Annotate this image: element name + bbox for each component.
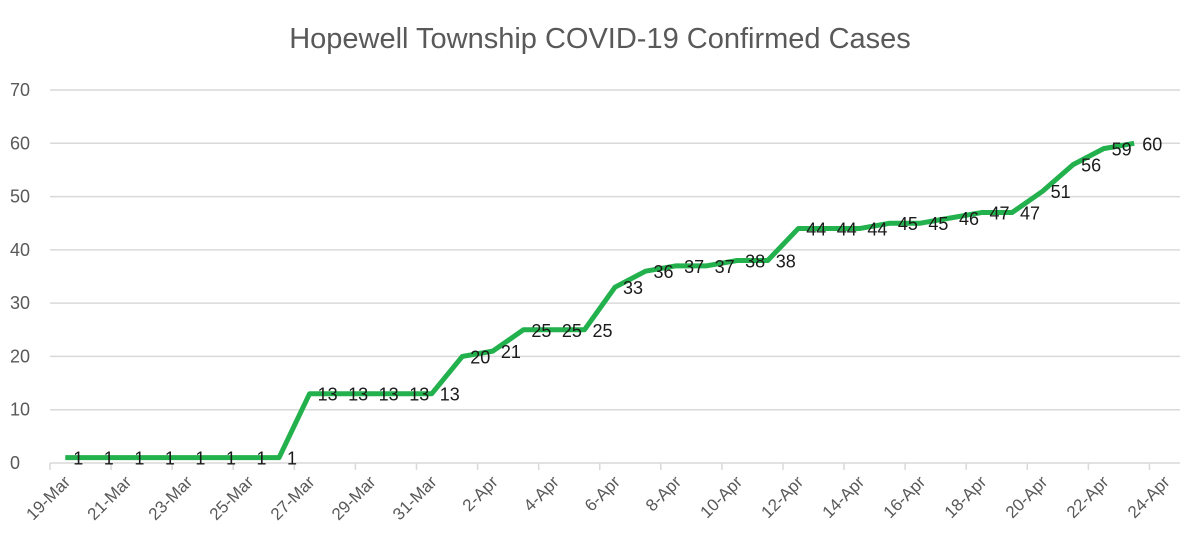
- y-axis: 0 10 20 30 40 50 60 70: [10, 80, 30, 473]
- gridlines: [50, 89, 1180, 464]
- data-label: 37: [684, 257, 704, 277]
- data-label: 44: [806, 220, 826, 240]
- x-tick-label: 21-Mar: [84, 472, 136, 524]
- x-tick-label: 2-Apr: [459, 472, 502, 515]
- data-label: 60: [1142, 134, 1162, 154]
- y-tick-label: 60: [10, 133, 30, 153]
- data-label: 13: [318, 385, 338, 405]
- data-label: 21: [501, 342, 521, 362]
- data-label: 13: [409, 385, 429, 405]
- x-tick-label: 27-Mar: [267, 472, 319, 524]
- data-label: 1: [73, 449, 83, 469]
- data-label: 37: [715, 257, 735, 277]
- data-label: 25: [562, 321, 582, 341]
- x-tick-label: 23-Mar: [145, 472, 197, 524]
- data-label: 1: [104, 449, 114, 469]
- y-tick-label: 40: [10, 240, 30, 260]
- series-line: [65, 140, 1135, 461]
- data-label: 59: [1112, 140, 1132, 160]
- data-label: 1: [134, 449, 144, 469]
- y-tick-label: 50: [10, 187, 30, 207]
- data-label: 20: [470, 347, 490, 367]
- data-label: 13: [348, 385, 368, 405]
- x-tick-label: 10-Apr: [696, 472, 746, 522]
- x-tick-label: 22-Apr: [1063, 472, 1113, 522]
- data-label: 44: [837, 220, 857, 240]
- x-tick-label: 18-Apr: [941, 472, 991, 522]
- data-label: 1: [287, 449, 297, 469]
- data-label: 25: [531, 321, 551, 341]
- x-tick-label: 25-Mar: [206, 472, 258, 524]
- data-label: 56: [1081, 156, 1101, 176]
- y-tick-label: 20: [10, 346, 30, 366]
- data-label: 33: [623, 278, 643, 298]
- data-label: 38: [745, 252, 765, 272]
- data-label: 1: [226, 449, 236, 469]
- data-label: 1: [165, 449, 175, 469]
- x-tick-label: 16-Apr: [880, 472, 930, 522]
- y-tick-label: 70: [10, 80, 30, 100]
- y-tick-label: 30: [10, 293, 30, 313]
- data-label: 51: [1051, 182, 1071, 202]
- data-label: 47: [989, 204, 1009, 224]
- data-label: 25: [592, 321, 612, 341]
- x-tick-label: 31-Mar: [389, 472, 441, 524]
- data-label: 47: [1020, 204, 1040, 224]
- data-label: 45: [928, 214, 948, 234]
- data-label: 1: [257, 449, 267, 469]
- x-tick-label: 6-Apr: [581, 472, 624, 515]
- series-confirmed-cases: [65, 140, 1135, 461]
- y-tick-label: 10: [10, 400, 30, 420]
- x-tick-label: 4-Apr: [520, 472, 563, 515]
- x-tick-label: 14-Apr: [819, 472, 869, 522]
- x-tick-label: 29-Mar: [328, 472, 380, 524]
- x-tick-label: 12-Apr: [758, 472, 808, 522]
- data-label: 1: [195, 449, 205, 469]
- x-tick-label: 24-Apr: [1124, 472, 1174, 522]
- x-tick-label: 19-Mar: [23, 472, 75, 524]
- data-label: 45: [898, 214, 918, 234]
- chart-title: Hopewell Township COVID-19 Confirmed Cas…: [289, 23, 911, 55]
- x-tick-label: 20-Apr: [1002, 472, 1052, 522]
- y-tick-label: 0: [10, 453, 20, 473]
- data-label: 36: [654, 262, 674, 282]
- data-label: 44: [867, 220, 887, 240]
- data-label: 13: [440, 385, 460, 405]
- data-label: 38: [776, 252, 796, 272]
- data-label: 46: [959, 209, 979, 229]
- x-tick-label: 8-Apr: [642, 472, 685, 515]
- data-label: 13: [379, 385, 399, 405]
- x-axis: 19-Mar 21-Mar 23-Mar 25-Mar 27-Mar 29-Mar 31-M…: [23, 463, 1174, 524]
